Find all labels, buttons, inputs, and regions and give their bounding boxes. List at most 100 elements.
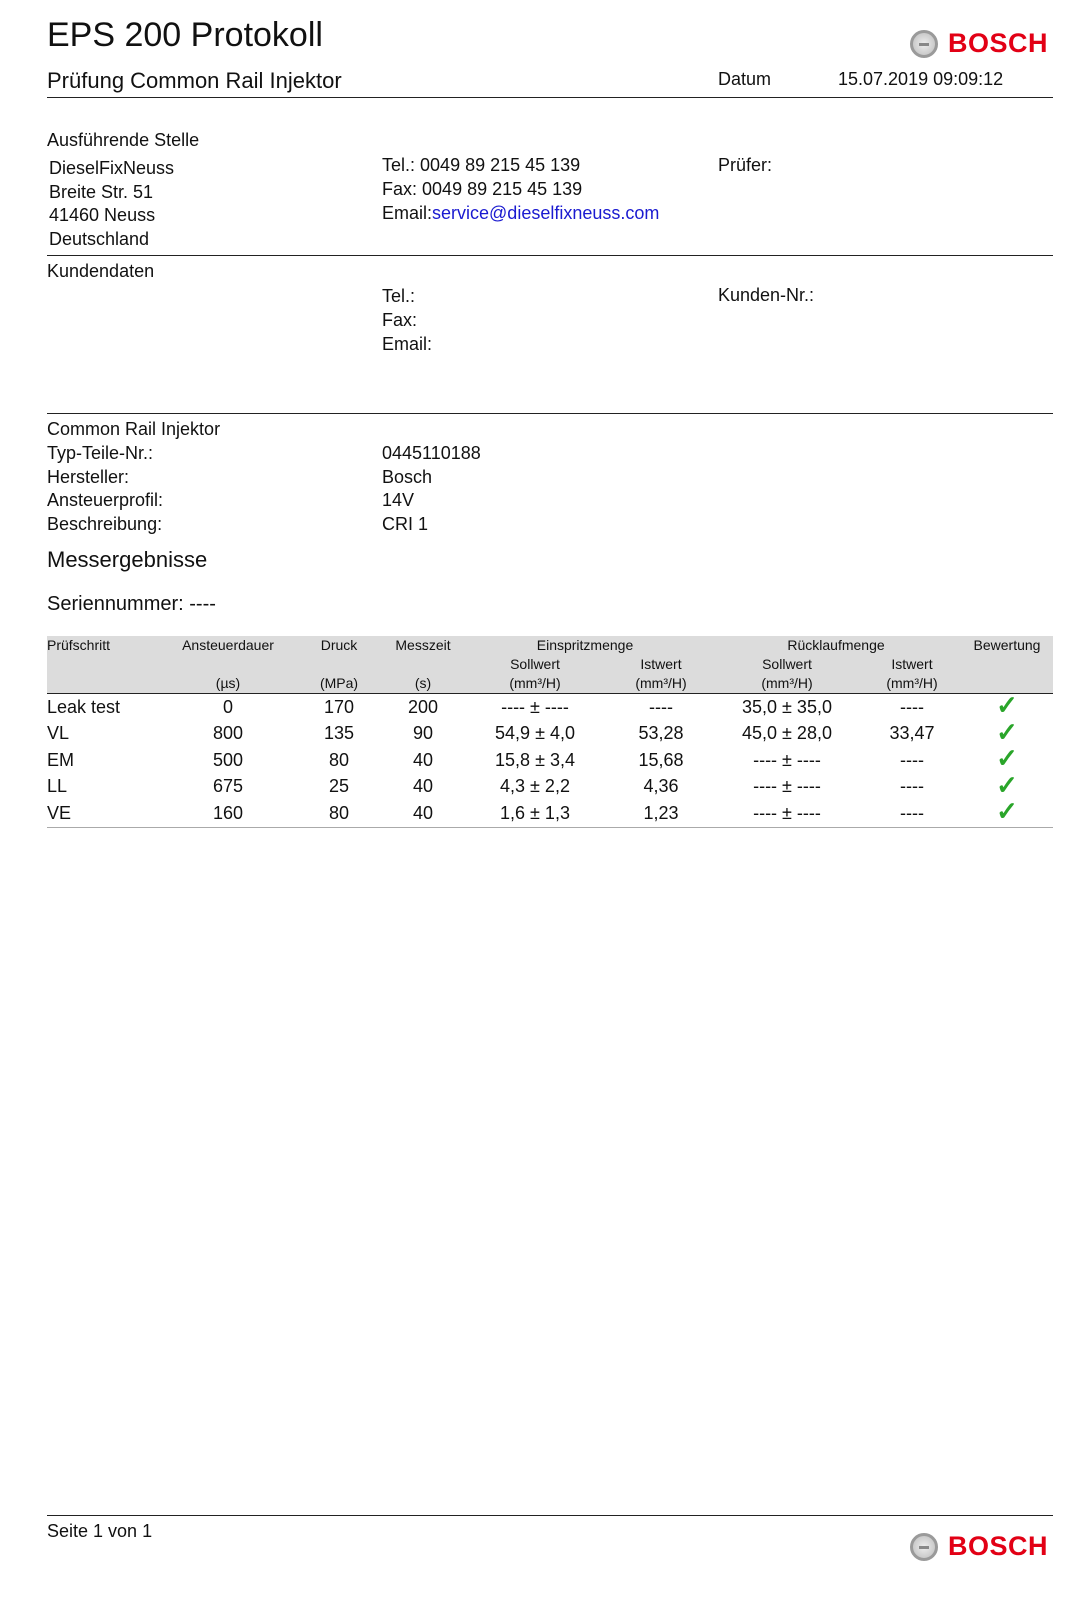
address-line: 41460 Neuss	[49, 205, 156, 226]
col-header: Prüfschritt	[47, 637, 111, 653]
table-cell: 80	[328, 802, 350, 823]
col-header: Druck	[320, 637, 358, 653]
col-header: Rücklaufmenge	[787, 637, 885, 653]
table-cell: 40	[412, 802, 434, 823]
field-value: Bosch	[382, 466, 433, 487]
table-cell: 1,6 ± 1,3	[500, 802, 570, 823]
email-label: Email:	[382, 203, 433, 223]
table-cell: 53,28	[638, 723, 684, 744]
kunden-nr-label: Kunden-Nr.:	[718, 285, 815, 305]
unit: (mm³/H)	[611, 674, 711, 694]
check-icon: ✓	[996, 716, 1018, 747]
col-header: Einspritzmenge	[536, 637, 634, 653]
customer-contact: Tel.: Fax: Email:	[382, 284, 432, 356]
rating-cell: ✓	[961, 719, 1053, 748]
table-cell: 200	[407, 696, 439, 717]
table-cell: 25	[328, 776, 350, 797]
station-contact: Tel.: 0049 89 215 45 139 Fax: 0049 89 21…	[382, 153, 659, 225]
table-cell: 675	[212, 776, 244, 797]
address-line: DieselFixNeuss	[49, 158, 175, 178]
check-icon: ✓	[996, 796, 1018, 827]
table-cell: ----	[649, 696, 673, 717]
injector-labels: Typ-Teile-Nr.: Hersteller: Ansteuerprofi…	[47, 442, 163, 536]
field-label: Hersteller:	[47, 466, 130, 487]
results-table: Prüfschritt Ansteuerdauer Druck Messzeit Ein…	[47, 636, 1053, 828]
table-cell: 160	[212, 802, 244, 823]
table-row: EM 500 80 40 15,8 ± 3,4 15,68 ---- ± ---- ---- ✓	[47, 745, 1053, 774]
tel-label: Tel.:	[382, 286, 416, 306]
rating-cell: ✓	[961, 772, 1053, 801]
table-row: LL 675 25 40 4,3 ± 2,2 4,36 ---- ± ---- ---- ✓	[47, 772, 1053, 801]
serial-number: Seriennummer: ----	[47, 593, 216, 615]
injector-values: 0445110188 Bosch 14V CRI 1	[382, 442, 481, 536]
field-value: 14V	[382, 490, 415, 511]
table-cell: Leak test	[47, 696, 121, 717]
table-row: VE 160 80 40 1,6 ± 1,3 1,23 ---- ± ---- ---- ✓	[47, 798, 1053, 827]
page-title: EPS 200 Protokoll	[47, 16, 323, 54]
unit: (mm³/H)	[711, 674, 863, 694]
col-header: Messzeit	[395, 637, 451, 653]
field-value: 0445110188	[382, 443, 481, 463]
tel-label: Tel.:	[382, 155, 416, 175]
table-cell: 40	[412, 749, 434, 770]
datum-label: Datum	[718, 69, 772, 89]
check-icon: ✓	[996, 690, 1018, 720]
divider	[47, 413, 1053, 414]
table-cell: ----	[900, 696, 924, 717]
station-address: DieselFixNeuss Breite Str. 51 41460 Neus…	[49, 157, 174, 251]
table-cell: ----	[900, 776, 924, 797]
field-label: Ansteuerprofil:	[47, 490, 164, 511]
col-header: Bewertung	[973, 637, 1041, 653]
results-heading: Messergebnisse	[47, 547, 208, 572]
table-cell: 1,23	[643, 802, 679, 823]
rating-cell: ✓	[961, 745, 1053, 774]
bosch-armature-icon	[910, 1532, 938, 1561]
table-cell: ---- ± ----	[501, 696, 569, 717]
logo-text: BOSCH	[948, 1531, 1049, 1561]
fax-label: Fax:	[382, 310, 418, 330]
bosch-logo: BOSCH	[910, 1531, 1048, 1562]
field-label: Typ-Teile-Nr.:	[47, 443, 154, 463]
field-label: Beschreibung:	[47, 513, 163, 534]
col-subheader: Istwert	[891, 656, 933, 672]
table-cell: ---- ± ----	[753, 749, 821, 770]
col-subheader: Sollwert	[510, 656, 560, 672]
rating-cell: ✓	[961, 692, 1053, 721]
table-cell: ----	[900, 802, 924, 823]
customer-heading: Kundendaten	[47, 261, 155, 281]
table-cell: 0	[222, 696, 233, 717]
table-cell: ---- ± ----	[753, 802, 821, 823]
table-cell: 35,0 ± 35,0	[742, 696, 832, 717]
divider	[47, 1515, 1053, 1516]
table-cell: 33,47	[889, 723, 935, 744]
table-cell: 80	[328, 749, 350, 770]
col-subheader: Istwert	[640, 656, 682, 672]
address-line: Deutschland	[49, 228, 150, 249]
unit: (µs)	[165, 674, 291, 694]
check-icon: ✓	[996, 743, 1018, 774]
table-cell: 4,36	[643, 776, 679, 797]
divider	[47, 255, 1053, 256]
injector-heading: Common Rail Injektor	[47, 419, 221, 439]
unit: (MPa)	[291, 674, 387, 694]
fax-value: 0049 89 215 45 139	[422, 179, 583, 199]
page-number: Seite 1 von 1	[47, 1521, 153, 1541]
email-link[interactable]: service@dieselfixneuss.com	[432, 203, 660, 223]
table-cell: 500	[212, 749, 244, 770]
table-cell: LL	[47, 776, 68, 797]
fax-label: Fax:	[382, 179, 418, 199]
table-cell: 800	[212, 723, 244, 744]
table-cell: 170	[323, 696, 355, 717]
address-line: Breite Str. 51	[49, 181, 154, 202]
table-cell: ---- ± ----	[753, 776, 821, 797]
unit: (s)	[387, 674, 459, 694]
bosch-armature-icon	[910, 29, 938, 58]
col-subheader: Sollwert	[762, 656, 812, 672]
table-cell: 54,9 ± 4,0	[495, 723, 575, 744]
table-cell: VE	[47, 802, 72, 823]
table-cell: 90	[412, 723, 434, 744]
table-row: Leak test 0 170 200 ---- ± ---- ---- 35,0 ± 35…	[47, 692, 1053, 721]
pruefer-label: Prüfer:	[718, 155, 773, 175]
divider	[47, 97, 1053, 98]
